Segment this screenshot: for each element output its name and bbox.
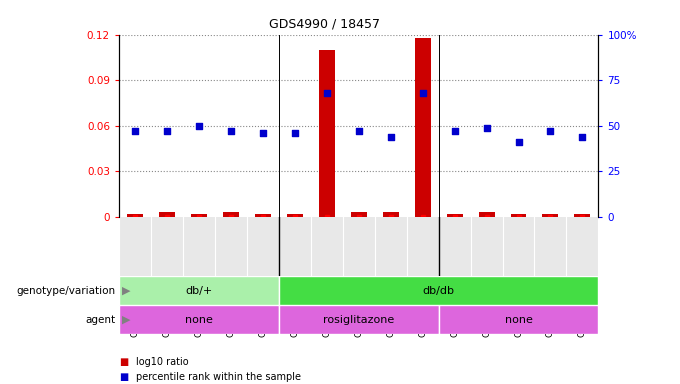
Text: ▶: ▶ [122,314,131,325]
Text: agent: agent [86,314,116,325]
Bar [447,214,462,217]
Bar [279,305,439,334]
Text: db/+: db/+ [185,286,213,296]
Bar [255,214,271,217]
Text: ■: ■ [119,372,129,382]
Point [513,139,524,145]
Bar [119,276,279,305]
Point [545,128,556,134]
Point [289,130,300,136]
Bar [191,214,207,217]
Text: ■: ■ [119,358,129,367]
Point [418,90,428,96]
Point [129,128,140,134]
Bar [223,212,239,217]
Point [257,130,268,136]
Text: percentile rank within the sample: percentile rank within the sample [136,372,301,382]
Text: ▶: ▶ [122,286,131,296]
Bar [439,305,598,334]
Bar [415,38,430,217]
Text: none: none [505,314,532,325]
Bar [119,305,279,334]
Bar [383,212,398,217]
Point [354,128,364,134]
Bar [479,212,494,217]
Bar [127,214,143,217]
Text: log10 ratio: log10 ratio [136,358,188,367]
Point [162,128,173,134]
Bar [319,50,335,217]
Text: GDS4990 / 18457: GDS4990 / 18457 [269,18,380,31]
Text: db/db: db/db [422,286,455,296]
Point [226,128,237,134]
Text: none: none [185,314,213,325]
Point [449,128,460,134]
Bar [159,212,175,217]
Point [385,134,396,140]
Point [193,123,204,129]
Bar [351,212,367,217]
Point [321,90,332,96]
Bar [543,214,558,217]
Text: genotype/variation: genotype/variation [16,286,116,296]
Point [481,124,492,131]
Bar [575,214,590,217]
Bar [279,276,598,305]
Bar [287,214,303,217]
Bar [511,214,526,217]
Point [577,134,588,140]
Text: rosiglitazone: rosiglitazone [323,314,394,325]
